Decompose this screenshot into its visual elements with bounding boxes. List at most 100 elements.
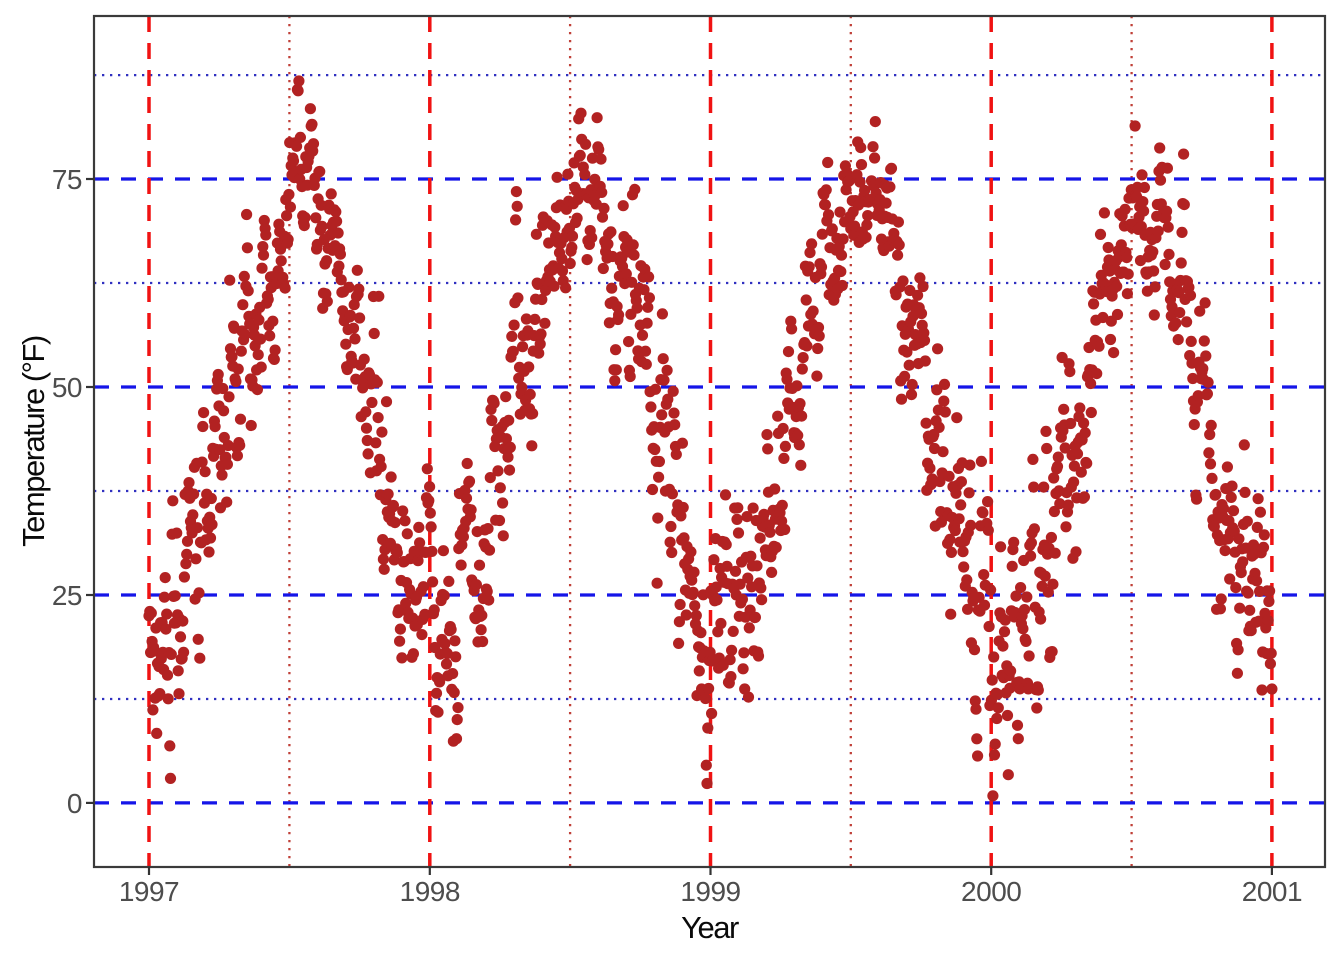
data-point xyxy=(424,507,436,519)
data-point xyxy=(284,201,296,213)
data-point xyxy=(291,140,303,152)
data-point xyxy=(1257,541,1270,554)
data-point xyxy=(1129,120,1141,132)
data-point xyxy=(1014,683,1026,695)
data-point xyxy=(394,635,406,647)
data-point xyxy=(978,599,991,611)
data-point xyxy=(1068,476,1080,488)
data-point xyxy=(901,346,913,358)
data-point xyxy=(1187,372,1199,385)
data-point xyxy=(969,695,981,707)
data-point xyxy=(1093,340,1105,352)
data-point xyxy=(815,261,828,273)
data-point xyxy=(264,330,276,342)
data-point xyxy=(1221,461,1233,473)
x-tick-label: 2000 xyxy=(961,876,1021,907)
data-point xyxy=(419,608,431,620)
data-point xyxy=(949,524,961,537)
data-point xyxy=(727,625,739,638)
data-point xyxy=(732,502,744,514)
data-point xyxy=(1225,491,1237,503)
data-point xyxy=(651,577,663,589)
data-point xyxy=(668,407,680,419)
data-point xyxy=(1011,719,1024,731)
data-point xyxy=(242,285,254,297)
data-point xyxy=(218,405,230,417)
data-point xyxy=(884,181,896,193)
data-point xyxy=(476,609,488,622)
data-point xyxy=(892,216,905,228)
data-point xyxy=(652,512,664,524)
data-point xyxy=(968,644,981,656)
data-point xyxy=(177,615,189,627)
data-point xyxy=(1047,578,1059,590)
data-point xyxy=(1015,582,1027,594)
data-point xyxy=(368,327,380,340)
data-point xyxy=(1172,334,1184,346)
data-point xyxy=(298,220,310,232)
data-point xyxy=(252,349,264,361)
data-point xyxy=(973,591,985,603)
data-point xyxy=(1148,265,1160,277)
data-point xyxy=(416,629,428,641)
data-point xyxy=(812,342,824,355)
data-point xyxy=(670,448,682,460)
data-point xyxy=(918,334,931,346)
data-point xyxy=(720,539,732,551)
data-point xyxy=(658,374,670,386)
data-point xyxy=(282,233,294,245)
data-point xyxy=(611,300,623,313)
data-point xyxy=(777,422,789,435)
data-point xyxy=(187,509,199,521)
data-point xyxy=(800,294,812,306)
data-point xyxy=(906,378,918,391)
data-point xyxy=(486,414,498,427)
data-point xyxy=(987,790,999,802)
data-point xyxy=(167,495,179,507)
data-point xyxy=(417,581,429,593)
data-point xyxy=(198,407,210,419)
data-point xyxy=(539,317,551,329)
data-point xyxy=(423,495,435,507)
data-point xyxy=(560,282,572,294)
data-point xyxy=(1040,425,1052,437)
data-point xyxy=(797,352,809,364)
data-point xyxy=(899,370,911,382)
data-point xyxy=(257,241,269,253)
data-point xyxy=(1152,225,1164,237)
data-point xyxy=(507,345,519,357)
data-point xyxy=(742,572,754,584)
data-point xyxy=(238,270,250,282)
data-point xyxy=(512,292,524,304)
data-point xyxy=(816,228,828,240)
data-point xyxy=(656,409,668,421)
data-point xyxy=(995,541,1007,553)
x-axis-title: Year xyxy=(681,910,739,945)
data-point xyxy=(212,368,224,381)
data-point xyxy=(330,206,342,218)
data-point xyxy=(613,309,625,321)
data-point xyxy=(180,558,192,570)
data-point xyxy=(675,510,687,522)
data-point xyxy=(751,560,763,572)
data-point xyxy=(165,648,177,661)
data-point xyxy=(640,358,652,370)
data-point xyxy=(919,355,931,367)
data-point xyxy=(1060,521,1072,533)
data-point xyxy=(1111,308,1124,321)
data-point xyxy=(593,143,605,156)
data-point xyxy=(1159,258,1171,271)
data-point xyxy=(1081,457,1093,469)
data-point xyxy=(1178,199,1190,211)
data-point xyxy=(982,524,994,536)
data-point xyxy=(978,569,990,581)
data-point xyxy=(822,209,835,221)
data-point xyxy=(609,375,621,387)
data-point xyxy=(998,626,1011,638)
data-point xyxy=(897,275,909,287)
data-point xyxy=(382,488,394,500)
data-point xyxy=(715,617,727,630)
data-point xyxy=(1025,550,1037,562)
data-point xyxy=(349,333,361,345)
data-point xyxy=(811,370,823,382)
